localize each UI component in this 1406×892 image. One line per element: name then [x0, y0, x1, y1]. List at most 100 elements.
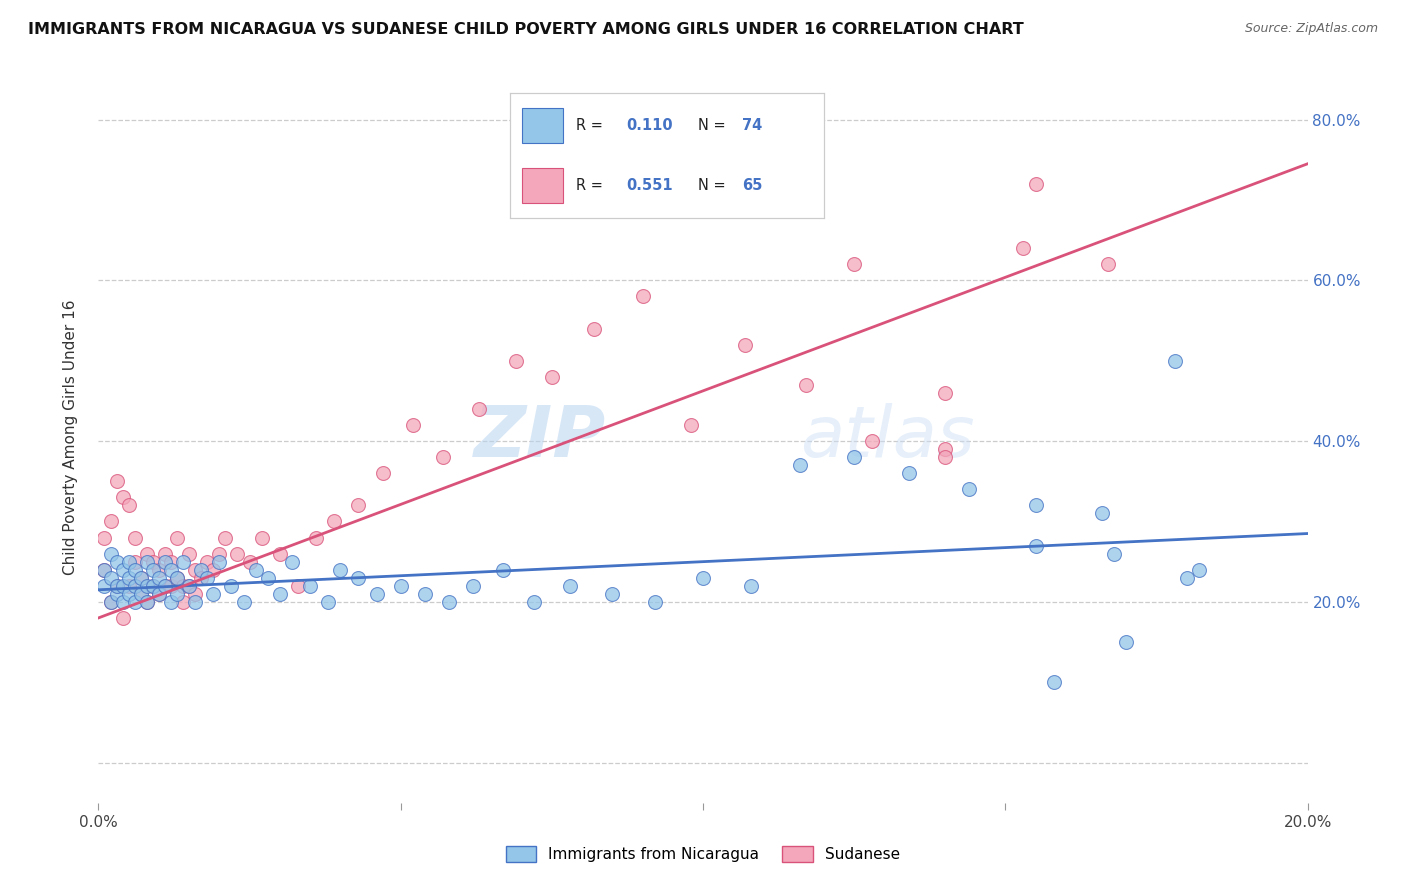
Point [160, 563, 183, 577]
Point [118, 587, 141, 601]
Text: ZIP: ZIP [474, 402, 606, 472]
Point [1097, 257, 1119, 271]
Point [124, 563, 146, 577]
Point [105, 587, 128, 601]
Point [239, 555, 262, 569]
Point [172, 555, 194, 569]
Point [523, 595, 546, 609]
Point [740, 177, 762, 191]
Point [135, 579, 157, 593]
Point [232, 595, 254, 609]
Point [679, 417, 702, 432]
Point [166, 571, 188, 585]
Point [153, 547, 176, 561]
Point [124, 579, 146, 593]
Point [897, 467, 920, 481]
Point [1091, 507, 1114, 521]
Point [142, 579, 165, 593]
Point [366, 587, 388, 601]
Point [789, 458, 811, 473]
Point [105, 555, 128, 569]
Point [129, 571, 152, 585]
Text: atlas: atlas [800, 402, 974, 472]
Point [135, 547, 157, 561]
Point [644, 595, 666, 609]
Point [287, 579, 309, 593]
Point [299, 579, 322, 593]
Point [153, 579, 176, 593]
Point [148, 563, 170, 577]
Point [129, 571, 152, 585]
Point [124, 595, 146, 609]
Point [540, 369, 562, 384]
Point [844, 257, 866, 271]
Point [437, 595, 460, 609]
Point [245, 563, 267, 577]
Point [111, 611, 134, 625]
Point [740, 579, 762, 593]
Point [93, 563, 115, 577]
Point [111, 595, 134, 609]
Point [195, 555, 218, 569]
Point [221, 579, 243, 593]
Point [118, 579, 141, 593]
Point [734, 337, 756, 351]
Point [93, 563, 115, 577]
Point [135, 595, 157, 609]
Point [1042, 675, 1064, 690]
Text: IMMIGRANTS FROM NICARAGUA VS SUDANESE CHILD POVERTY AMONG GIRLS UNDER 16 CORRELA: IMMIGRANTS FROM NICARAGUA VS SUDANESE CH… [28, 22, 1024, 37]
Point [172, 579, 194, 593]
Point [129, 587, 152, 601]
Point [93, 531, 115, 545]
Point [208, 547, 231, 561]
Point [100, 547, 122, 561]
Point [505, 353, 527, 368]
Point [142, 555, 165, 569]
Point [160, 595, 183, 609]
Point [844, 450, 866, 465]
Point [692, 571, 714, 585]
Point [1115, 635, 1137, 649]
Point [323, 515, 346, 529]
Point [93, 579, 115, 593]
Point [413, 587, 436, 601]
Point [316, 595, 339, 609]
Point [269, 587, 291, 601]
Point [105, 579, 128, 593]
Point [190, 571, 212, 585]
Point [1188, 563, 1211, 577]
Point [1102, 547, 1125, 561]
Point [371, 467, 394, 481]
Point [135, 595, 157, 609]
Point [208, 555, 231, 569]
Point [105, 579, 128, 593]
Point [153, 579, 176, 593]
Point [1163, 353, 1185, 368]
Point [250, 531, 273, 545]
Point [111, 491, 134, 505]
Point [602, 587, 624, 601]
Point [202, 587, 225, 601]
Point [166, 571, 188, 585]
Point [1175, 571, 1198, 585]
Point [1024, 177, 1046, 191]
Point [347, 571, 370, 585]
Y-axis label: Child Poverty Among Girls Under 16: Child Poverty Among Girls Under 16 [63, 300, 77, 574]
Point [214, 531, 236, 545]
Point [111, 563, 134, 577]
Point [153, 555, 176, 569]
Point [135, 555, 157, 569]
Point [631, 289, 654, 303]
Point [160, 555, 183, 569]
Point [329, 563, 352, 577]
Point [256, 571, 278, 585]
Point [269, 547, 291, 561]
Point [463, 579, 485, 593]
Point [166, 531, 188, 545]
Point [124, 531, 146, 545]
Point [305, 531, 328, 545]
Point [100, 595, 122, 609]
Point [934, 450, 956, 465]
Point [1024, 499, 1046, 513]
Point [172, 595, 194, 609]
